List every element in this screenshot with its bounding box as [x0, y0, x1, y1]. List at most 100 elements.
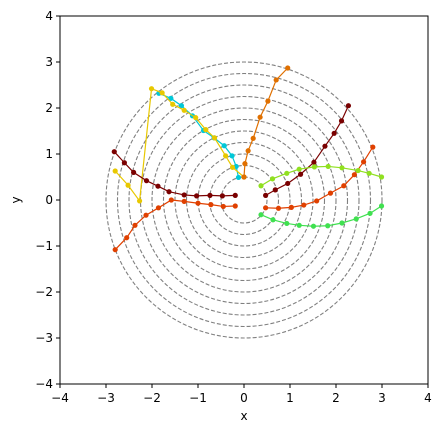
x-tick-label-3: −1	[189, 391, 207, 405]
series-2-point-6	[273, 77, 279, 83]
series-2-line	[243, 67, 289, 178]
x-tick-label-0: −4	[51, 391, 69, 405]
series-5-point-9	[124, 235, 130, 241]
x-tick-label-2: −2	[143, 391, 161, 405]
series-2-point-0	[241, 174, 247, 180]
y-tick-label-6: 2	[45, 101, 53, 115]
series-7-point-5	[325, 163, 331, 170]
series-8-point-6	[339, 220, 345, 226]
series-7-point-3	[296, 166, 302, 172]
series-0-point-8	[168, 95, 174, 101]
series-6-point-8	[361, 159, 367, 165]
series-3-point-5	[166, 189, 172, 195]
series-0-point-7	[178, 103, 185, 109]
series-1-point-6	[181, 107, 187, 113]
y-axis-ticks: −4 −3 −2 −1 0 1 2 3 4	[35, 9, 60, 391]
x-tick-label-1: −3	[97, 391, 115, 405]
series-5-point-3	[195, 200, 201, 206]
series-8-point-5	[325, 223, 331, 229]
series-7-point-8	[366, 170, 372, 176]
series-4-point-5	[322, 143, 328, 149]
series-4-point-1	[272, 187, 278, 193]
dashed-circle-9	[116, 72, 372, 328]
series-6-point-7	[351, 172, 357, 178]
series-5	[112, 197, 238, 253]
series-5-point-6	[155, 205, 162, 211]
series-6-point-0	[263, 205, 269, 211]
series-5-point-7	[143, 212, 149, 218]
series-0-line	[158, 92, 240, 178]
series-1-point-12	[112, 168, 118, 174]
series-7-point-1	[269, 176, 276, 182]
series-3	[111, 149, 238, 199]
series-1-point-11	[125, 182, 131, 188]
series-6-point-3	[301, 202, 307, 208]
y-tick-label-1: −3	[35, 331, 53, 345]
dashed-circle-2	[197, 153, 291, 247]
series-8-point-4	[310, 223, 317, 229]
series-3-point-2	[207, 192, 213, 198]
series-7-point-0	[258, 183, 264, 189]
series-2-point-2	[245, 148, 251, 154]
series-4-point-7	[338, 118, 345, 124]
dashed-circle-5	[162, 118, 326, 282]
series-3-point-6	[155, 183, 161, 189]
series-4-point-3	[297, 171, 304, 177]
series-8-point-3	[296, 222, 302, 228]
series-2-point-5	[265, 98, 271, 104]
y-tick-label-0: −4	[35, 377, 53, 391]
series-8-line	[260, 205, 382, 227]
series-5-point-1	[220, 203, 226, 210]
series-4-point-8	[345, 103, 352, 109]
series-6-point-1	[275, 205, 282, 211]
series-3-point-4	[181, 192, 187, 198]
series-7-point-4	[311, 164, 317, 170]
series-8	[258, 203, 385, 229]
series-4-point-0	[263, 192, 269, 198]
series-8-point-1	[270, 217, 276, 223]
series-0-point-0	[235, 174, 242, 181]
series-2-point-3	[250, 135, 256, 141]
series-1-point-10	[136, 198, 143, 204]
series-8-point-8	[367, 210, 373, 216]
series-6-point-5	[327, 190, 334, 196]
y-tick-label-8: 4	[45, 9, 53, 23]
series-4	[263, 103, 352, 198]
series-1	[112, 86, 247, 204]
y-tick-label-7: 3	[45, 55, 53, 69]
series-2-point-1	[242, 161, 248, 167]
series-2-point-7	[285, 65, 291, 71]
series-3-point-1	[219, 193, 225, 199]
series-1-point-4	[203, 127, 209, 133]
series-4-point-6	[331, 130, 337, 136]
series-5-point-0	[232, 203, 238, 209]
series-8-point-7	[353, 216, 359, 222]
dashed-circle-0	[220, 176, 268, 224]
series-3-point-8	[131, 169, 137, 175]
series-5-point-4	[181, 198, 187, 204]
series-3-point-9	[121, 160, 127, 166]
dashed-circle-3	[185, 141, 303, 259]
x-tick-label-8: 4	[424, 391, 432, 405]
series-4-point-4	[311, 159, 317, 165]
dashed-circle-10	[105, 61, 383, 339]
series-2	[241, 65, 291, 180]
series-1-point-8	[159, 90, 165, 96]
series-5-point-2	[208, 202, 214, 208]
series-5-point-10	[112, 247, 118, 253]
y-axis-label: y	[9, 196, 23, 203]
series-0-point-2	[229, 153, 235, 159]
series-7	[258, 163, 385, 189]
series-6-point-6	[341, 183, 347, 189]
y-tick-label-2: −2	[35, 285, 53, 299]
series-7-point-7	[355, 167, 361, 174]
series-0	[156, 90, 242, 181]
series-7-point-2	[284, 170, 290, 176]
series-1-point-5	[193, 115, 199, 121]
series-1-point-2	[223, 153, 229, 159]
series-3-point-7	[143, 178, 150, 184]
series-1-point-1	[229, 164, 236, 170]
series-0-point-3	[221, 143, 227, 149]
series-8-point-9	[378, 203, 385, 209]
